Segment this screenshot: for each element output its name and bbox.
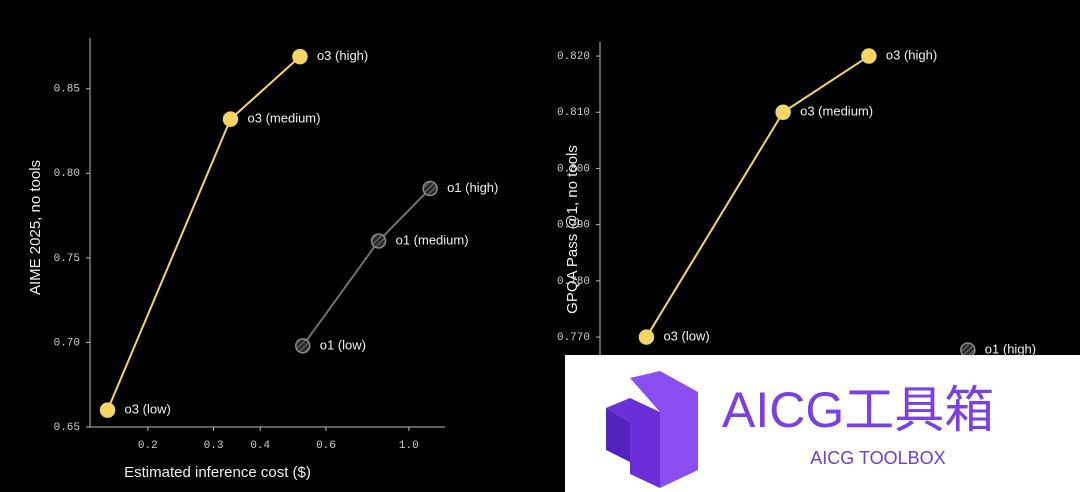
y-tick-label: 0.800 [557,163,590,175]
point [775,104,791,121]
point [638,329,655,345]
y-tick-label: 0.75 [54,253,80,265]
x-tick-label: 1.0 [399,440,419,452]
point [222,111,239,127]
point [295,338,311,354]
point-label: o3 (medium) [248,111,321,126]
point [370,233,387,249]
y-tick-label: 0.85 [54,84,80,96]
point-label: o1 (medium) [396,232,469,247]
x-tick-label: 0.2 [138,440,158,452]
y-tick-label: 0.780 [557,276,590,288]
y-tick-label: 0.770 [557,332,590,344]
y-axis-title: AIME 2025, no tools [27,160,44,295]
x-tick-label: 0.3 [204,440,224,452]
point-label: o1 (low) [320,337,366,352]
point-label: o3 (high) [886,47,937,62]
y-tick-label: 0.810 [557,107,590,119]
charts: 0.65 0.70 0.75 0.80 0.85 0.2 0.3 0.4 0.6 1.0 Estim… [27,38,1075,481]
series-line [301,187,431,347]
point-label: o3 (low) [125,402,171,417]
point-label: o1 (high) [447,180,498,195]
point [422,180,438,197]
y-tick-label: 0.790 [557,220,590,232]
y-tick-label: 0.70 [54,337,80,349]
point [292,48,308,65]
point [861,48,877,64]
x-tick-label: 0.6 [316,440,336,452]
y-tick-label: 0.80 [54,168,80,180]
point [960,342,976,358]
y-tick-label: 0.65 [54,422,80,434]
watermark-subtitle: AICG TOOLBOX [810,448,945,468]
y-axis-title: GPQA Pass @1, no tools [564,145,581,314]
point-label: o3 (low) [663,329,709,344]
watermark-logo [606,371,698,488]
point [99,402,116,418]
watermark: AICG工具箱 AICG TOOLBOX [565,355,1080,492]
x-axis-title: Estimated inference cost ($) [124,464,311,481]
point-label: o3 (medium) [800,104,873,119]
point-label: o3 (high) [317,48,368,63]
y-tick-label: 0.820 [557,51,590,63]
series-line [645,55,870,338]
x-tick-label: 0.4 [250,440,270,452]
watermark-title: AICG工具箱 [722,382,994,438]
point-label: o1 (high) [985,341,1036,356]
